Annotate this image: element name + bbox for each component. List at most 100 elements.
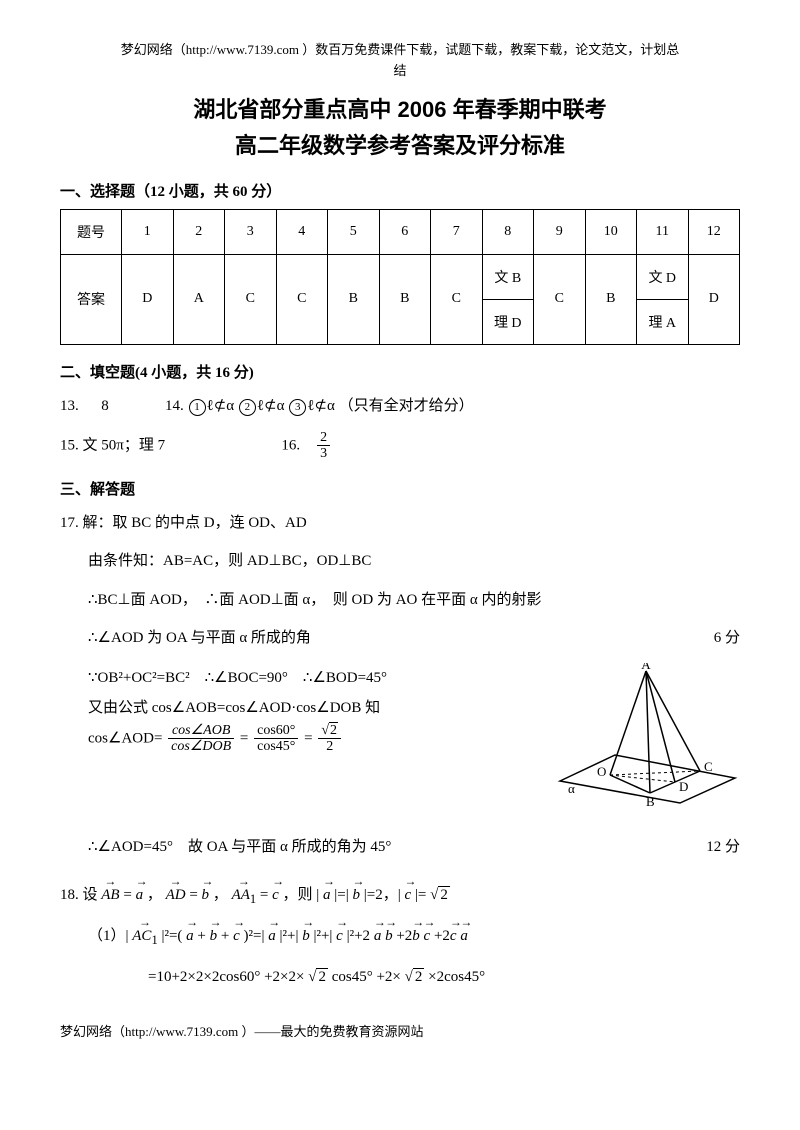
fraction: cos∠AOB cos∠DOB [168,723,234,755]
row-label: 题号 [61,209,122,254]
circled-1-icon: 1 [189,399,206,416]
pyramid-diagram-icon: A B C D O α [550,663,740,813]
circled-2-icon: 2 [239,399,256,416]
q16-label: 16. [281,437,300,453]
answer-cell: A [173,254,225,344]
table-row: 题号 1 2 3 4 5 6 7 8 9 10 11 12 [61,209,740,254]
q13-value: 8 [101,398,109,414]
fraction-den: 3 [317,446,330,461]
fraction-num: cos60° [254,723,298,739]
answer-cell: B [379,254,431,344]
vector: c [450,922,457,951]
p17-equation: cos∠AOD= cos∠AOB cos∠DOB = cos60° cos45°… [88,723,540,755]
header-text-1: 梦幻网络（http://www.7139.com ）数百万免费课件下载，试题下载… [121,42,680,57]
p18-part: |²+2 [347,928,370,944]
section-3-heading: 三、解答题 [60,478,740,499]
svg-text:B: B [646,794,655,809]
answer-cell: C [225,254,277,344]
col-num: 6 [379,209,431,254]
page-footer: 梦幻网络（http://www.7139.com ）——最大的免费教育资源网站 [60,1021,740,1040]
sqrt-value: 2 [316,968,328,985]
q14-note: （只有全对才给分） [339,398,474,414]
doc-title: 湖北省部分重点高中 2006 年春季期中联考 [60,92,740,124]
p17-line: ∴∠AOD=45° 故 OA 与平面 α 所成的角为 45° 12 分 [60,833,740,862]
svg-text:D: D [679,779,688,794]
p17-text-block: ∵OB²+OC²=BC² ∴∠BOC=90° ∴∠BOD=45° 又由公式 co… [88,663,540,755]
answer-cell: D [688,254,740,344]
p18-prefix: 18. 设 [60,887,101,903]
svg-text:C: C [704,759,713,774]
q14-part: ℓ⊄α [257,398,285,414]
section-1-heading: 一、选择题（12 小题，共 60 分） [60,180,740,201]
col-num: 9 [534,209,586,254]
sqrt-value: 2 [413,968,425,985]
col-num: 11 [637,209,689,254]
col-num: 7 [431,209,483,254]
answer-cell: C [431,254,483,344]
answer-cell: C [534,254,586,344]
col-num: 3 [225,209,277,254]
fraction-den: cos45° [254,739,298,754]
eq-prefix: cos∠AOD= [88,730,162,746]
fraction: 2 3 [317,430,330,462]
vector: a [268,922,276,951]
col-num: 10 [585,209,637,254]
p18-part: cos45° +2× [332,969,401,985]
eq-sign: = [240,730,248,746]
answer-cell: B [328,254,380,344]
p18-line-2: （1）| AC1 |²=( a + b + c )²=| a |²+| b |²… [60,922,740,953]
vector: b [412,922,420,951]
answer-cell-split: 理 A [637,299,689,344]
col-num: 8 [482,209,534,254]
p18-part: |²+| [279,928,302,944]
vector: c [233,922,240,951]
vector: c [272,881,279,910]
vector: b [210,922,218,951]
circled-3-icon: 3 [289,399,306,416]
q13-label: 13. [60,398,79,414]
vector: b [385,922,393,951]
answer-label: 答案 [61,254,122,344]
vector: a [460,922,468,951]
answer-cell: C [276,254,328,344]
p17-line: 17. 解：取 BC 的中点 D，连 OD、AD [60,509,740,538]
p18-part: )²=| [244,928,269,944]
vector: a [374,922,382,951]
p17-text: ∴∠AOD 为 OA 与平面 α 所成的角 [88,630,311,646]
col-num: 5 [328,209,380,254]
answers-table: 题号 1 2 3 4 5 6 7 8 9 10 11 12 答案 D A C C… [60,209,740,345]
vector: AB [101,881,119,910]
p17-line: 由条件知：AB=AC，则 AD⊥BC，OD⊥BC [60,547,740,576]
answer-cell: B [585,254,637,344]
score-badge: 6 分 [714,624,740,653]
fraction: √2 2 [318,723,341,755]
vector: b [202,881,210,910]
p18-line-3: =10+2×2×2cos60° +2×2× √2 cos45° +2× √2 ×… [60,963,740,992]
q14-part: ℓ⊄α [307,398,335,414]
vector: AA1 [232,881,257,912]
p17-row-with-figure: ∵OB²+OC²=BC² ∴∠BOC=90° ∴∠BOD=45° 又由公式 co… [60,663,740,823]
vector: a [136,881,144,910]
p18-part: ×2cos45° [428,969,485,985]
vector: c [336,922,343,951]
col-num: 1 [122,209,174,254]
vector: b [353,881,361,910]
answer-cell: D [122,254,174,344]
q14-label: 14. [165,398,184,414]
svg-text:O: O [597,764,606,779]
q15-q16-line: 15. 文 50π；理 7 16. 2 3 [60,430,740,462]
fraction: cos60° cos45° [254,723,298,755]
p18-mid: ，则 | [283,887,324,903]
vector: a [186,922,194,951]
document-page: 梦幻网络（http://www.7139.com ）数百万免费课件下载，试题下载… [0,0,800,1070]
p17-line: ∵OB²+OC²=BC² ∴∠BOC=90° ∴∠BOD=45° [88,663,540,693]
vector: AC1 [132,922,157,953]
svg-text:α: α [568,781,575,796]
doc-subtitle: 高二年级数学参考答案及评分标准 [60,128,740,160]
sqrt-value: 2 [438,886,450,903]
vector: b [302,922,310,951]
p18-part: =10+2×2×2cos60° +2×2× [148,969,304,985]
p18-part: （1）| [88,928,132,944]
q14-part: ℓ⊄α [207,398,235,414]
fraction-num: √2 [318,723,341,739]
